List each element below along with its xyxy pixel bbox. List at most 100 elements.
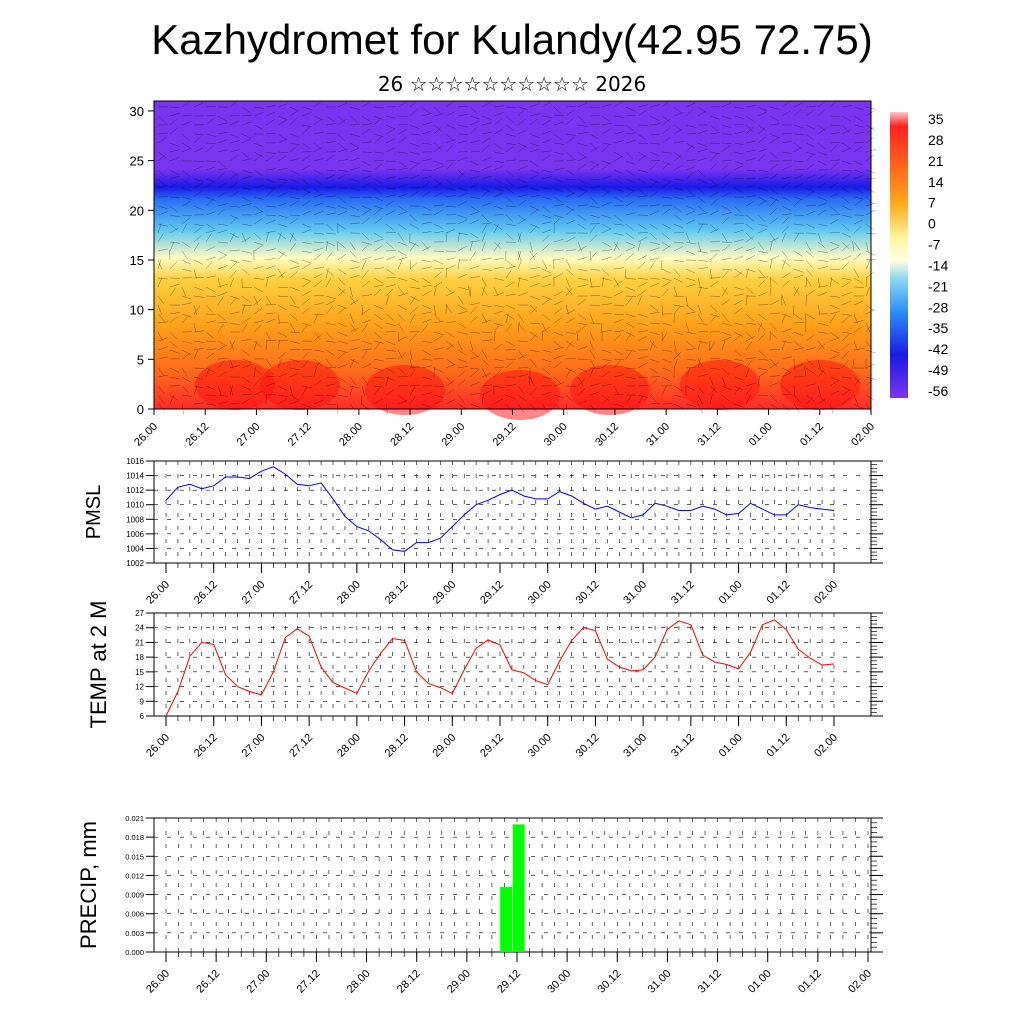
wind-barb <box>721 102 732 108</box>
wind-barb <box>505 259 514 267</box>
wind-barb <box>205 142 216 144</box>
wind-barb <box>757 322 763 333</box>
wind-barb <box>721 367 730 375</box>
wind-barb <box>661 160 672 166</box>
wind-barb <box>697 277 701 288</box>
wind-barb <box>313 280 322 288</box>
wind-barb <box>565 317 575 324</box>
wind-barb <box>457 171 466 180</box>
wind-barb <box>181 214 192 216</box>
wind-barb <box>169 349 180 354</box>
wind-barb <box>757 176 768 180</box>
wind-barb <box>373 151 384 154</box>
wind-barb <box>313 178 323 186</box>
wind-barb <box>325 123 336 126</box>
wind-barb <box>253 367 256 378</box>
wind-barb <box>589 178 600 181</box>
x-tick-label: 30.00 <box>526 732 554 760</box>
wind-barb <box>217 323 225 333</box>
wind-barb <box>721 173 731 180</box>
wind-barb <box>445 343 454 351</box>
wind-barb <box>565 368 572 378</box>
wind-barb <box>229 297 237 306</box>
wind-barb <box>589 224 597 234</box>
wind-barb <box>757 322 766 331</box>
wind-barb <box>721 403 729 412</box>
wind-barb <box>541 259 548 269</box>
wind-barb <box>361 385 365 396</box>
wind-barb <box>733 363 744 369</box>
wind-barb <box>757 268 765 277</box>
wind-barb <box>385 376 396 381</box>
wind-barb <box>445 265 456 270</box>
wind-barb <box>733 299 743 306</box>
wind-barb <box>337 196 347 204</box>
wind-barb <box>265 132 276 135</box>
wind-barb <box>373 205 384 210</box>
wind-barb <box>589 331 595 342</box>
wind-barb <box>865 304 875 311</box>
wind-barb <box>481 224 488 234</box>
wind-barb <box>169 241 180 244</box>
wind-barb <box>349 403 357 413</box>
wind-barb <box>169 312 180 315</box>
wind-barb <box>229 341 235 351</box>
wind-barb <box>217 191 227 198</box>
wind-barb <box>313 253 322 261</box>
wind-barb <box>817 385 821 396</box>
wind-barb <box>181 268 192 272</box>
wind-barb <box>433 209 443 216</box>
wind-barb <box>709 132 720 135</box>
wind-barb <box>193 295 204 298</box>
wind-barb <box>517 106 528 110</box>
wind-barb <box>181 302 192 306</box>
wind-barb <box>205 275 216 279</box>
wind-barb <box>301 142 311 149</box>
wind-barb <box>469 392 480 396</box>
wind-barb <box>781 176 792 180</box>
wind-barb <box>433 231 444 234</box>
wind-barb <box>361 115 371 122</box>
wind-barb <box>313 131 324 135</box>
wind-barb <box>577 115 586 124</box>
wind-barb <box>841 115 851 122</box>
wind-barb <box>157 295 165 305</box>
wind-barb <box>433 320 444 324</box>
wind-barb <box>181 250 189 260</box>
wind-barb <box>505 232 514 241</box>
wind-barb <box>517 354 528 360</box>
wind-barb <box>721 212 732 216</box>
wind-barb <box>529 225 538 234</box>
wind-barb <box>577 322 588 326</box>
wind-barb <box>361 256 372 261</box>
wind-barb <box>229 277 235 288</box>
wind-barb <box>301 250 312 253</box>
wind-barb <box>697 224 703 234</box>
wind-barb <box>325 241 328 252</box>
wind-barb <box>409 191 419 198</box>
wind-barb <box>841 241 850 250</box>
wind-barb <box>505 323 512 333</box>
y-tick-label: 10 <box>130 303 144 318</box>
wind-barb <box>253 185 264 189</box>
x-tick-label: 01.12 <box>798 421 826 449</box>
wind-barb <box>829 193 840 198</box>
wind-barb <box>325 174 336 180</box>
wind-barb <box>673 154 682 162</box>
wind-barb <box>277 133 287 140</box>
wind-barb <box>817 232 822 243</box>
wind-barb <box>529 113 540 117</box>
wind-barb <box>565 178 576 181</box>
wind-barb <box>625 322 635 328</box>
wind-barb <box>361 205 372 210</box>
wind-barb <box>769 237 780 243</box>
wind-barb <box>217 208 226 216</box>
wind-barb <box>433 259 444 265</box>
wind-barb <box>733 293 744 297</box>
wind-barb <box>229 133 240 139</box>
wind-barb <box>553 204 564 207</box>
wind-barb <box>637 237 647 243</box>
wind-barb <box>481 144 490 153</box>
wind-barb <box>205 246 215 252</box>
wind-barb <box>625 187 636 192</box>
